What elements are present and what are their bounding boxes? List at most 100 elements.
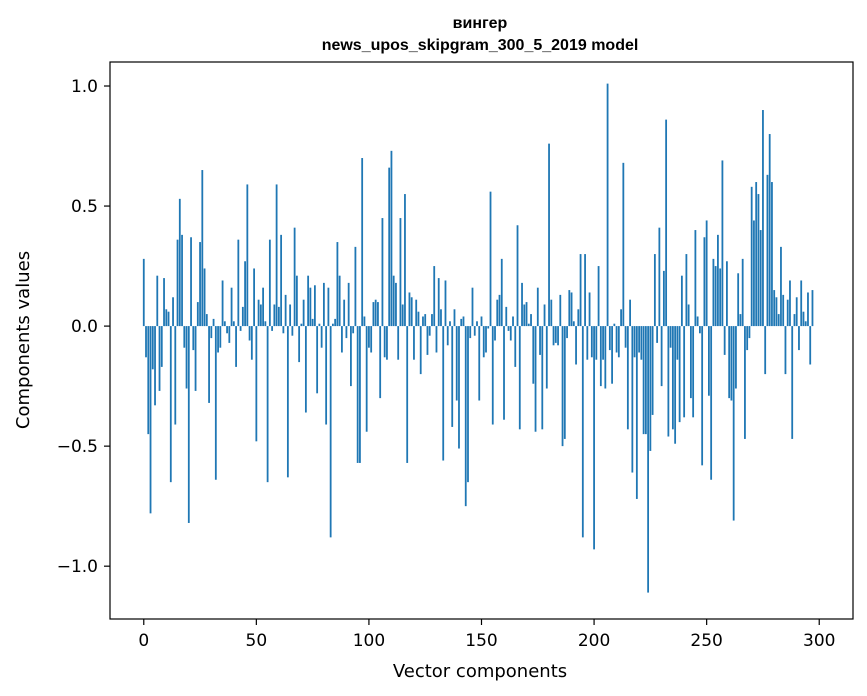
bar-208 (611, 326, 613, 384)
bar-43 (239, 326, 242, 331)
bar-77 (316, 326, 319, 394)
bar-182 (552, 326, 555, 346)
y-tick-label: 1.0 (71, 77, 98, 97)
bar-163 (509, 326, 512, 341)
bar-127 (428, 326, 431, 336)
bar-107 (383, 326, 386, 358)
bar-106 (381, 218, 384, 327)
bar-217 (631, 326, 634, 473)
bar-218 (633, 326, 636, 358)
bar-29 (208, 326, 210, 403)
bar-46 (246, 184, 249, 327)
bar-20 (187, 326, 190, 523)
bar-274 (759, 230, 762, 327)
y-tick-label: −1.0 (57, 557, 98, 577)
bar-244 (692, 326, 695, 418)
bar-197 (586, 326, 589, 360)
bar-148 (476, 321, 478, 327)
bar-198 (588, 292, 591, 327)
bar-24 (196, 302, 199, 327)
bar-279 (771, 182, 773, 327)
bar-103 (374, 299, 377, 327)
bar-192 (575, 326, 577, 365)
bar-45 (244, 261, 246, 327)
y-axis-ticks: −1.0 −0.5 0.0 0.5 1.0 (57, 77, 110, 577)
bar-267 (744, 326, 746, 439)
bar-3 (149, 326, 152, 514)
bar-293 (802, 311, 805, 327)
y-tick-label: 0.5 (71, 197, 98, 217)
bar-146 (471, 287, 474, 327)
bar-165 (514, 326, 517, 367)
bar-160 (503, 326, 505, 420)
bar-25 (199, 242, 201, 327)
bar-2 (147, 326, 150, 435)
bar-75 (311, 318, 314, 327)
bar-89 (343, 299, 346, 327)
bar-78 (318, 323, 321, 327)
bar-295 (807, 292, 809, 327)
bar-130 (435, 326, 438, 353)
bar-50 (255, 326, 258, 442)
bar-161 (505, 306, 508, 327)
bar-263 (735, 326, 737, 389)
bar-294 (804, 321, 807, 327)
bar-195 (581, 326, 584, 538)
bar-97 (361, 158, 364, 327)
bar-286 (786, 299, 789, 327)
bar-49 (253, 268, 255, 327)
bar-152 (485, 326, 487, 353)
bar-94 (354, 246, 357, 327)
bar-62 (282, 326, 285, 334)
bar-128 (431, 314, 433, 327)
bar-32 (214, 326, 217, 480)
bar-68 (295, 275, 298, 327)
bar-242 (687, 304, 690, 327)
bar-117 (406, 326, 409, 463)
bar-153 (487, 326, 490, 329)
bar-154 (489, 191, 492, 327)
y-tick-label: 0.0 (71, 317, 98, 337)
bar-281 (775, 297, 778, 327)
x-tick-label: 300 (803, 631, 835, 651)
bar-6 (156, 275, 159, 327)
bar-1 (145, 326, 147, 358)
bar-225 (649, 326, 652, 451)
bar-175 (536, 287, 539, 327)
bar-229 (658, 227, 661, 327)
bar-53 (262, 287, 264, 327)
chart-subtitle: news_upos_skipgram_300_5_2019 model (322, 37, 639, 54)
bar-54 (264, 321, 267, 327)
bar-52 (259, 304, 262, 327)
bar-15 (176, 239, 179, 327)
bar-5 (154, 326, 156, 406)
bar-61 (280, 234, 283, 327)
bar-60 (277, 306, 280, 327)
bar-280 (773, 290, 776, 327)
bar-115 (401, 304, 404, 327)
bar-156 (494, 326, 496, 341)
bar-131 (437, 278, 440, 327)
bar-124 (422, 316, 424, 327)
bar-252 (710, 326, 713, 480)
bar-59 (275, 184, 278, 327)
bar-224 (647, 326, 650, 593)
bar-147 (473, 326, 476, 336)
bar-204 (602, 326, 604, 360)
bar-230 (660, 326, 663, 387)
bar-83 (329, 326, 332, 538)
bar-102 (372, 302, 375, 327)
bar-255 (717, 234, 719, 327)
bar-296 (809, 326, 812, 365)
bar-158 (498, 294, 501, 327)
bar-265 (739, 314, 742, 327)
bar-10 (165, 309, 168, 327)
bar-121 (415, 299, 418, 327)
bar-37 (226, 326, 228, 334)
bar-191 (572, 321, 575, 327)
bar-245 (694, 230, 697, 327)
bar-28 (205, 314, 208, 327)
bar-227 (653, 254, 656, 327)
bar-180 (548, 143, 550, 327)
bar-184 (557, 326, 559, 346)
